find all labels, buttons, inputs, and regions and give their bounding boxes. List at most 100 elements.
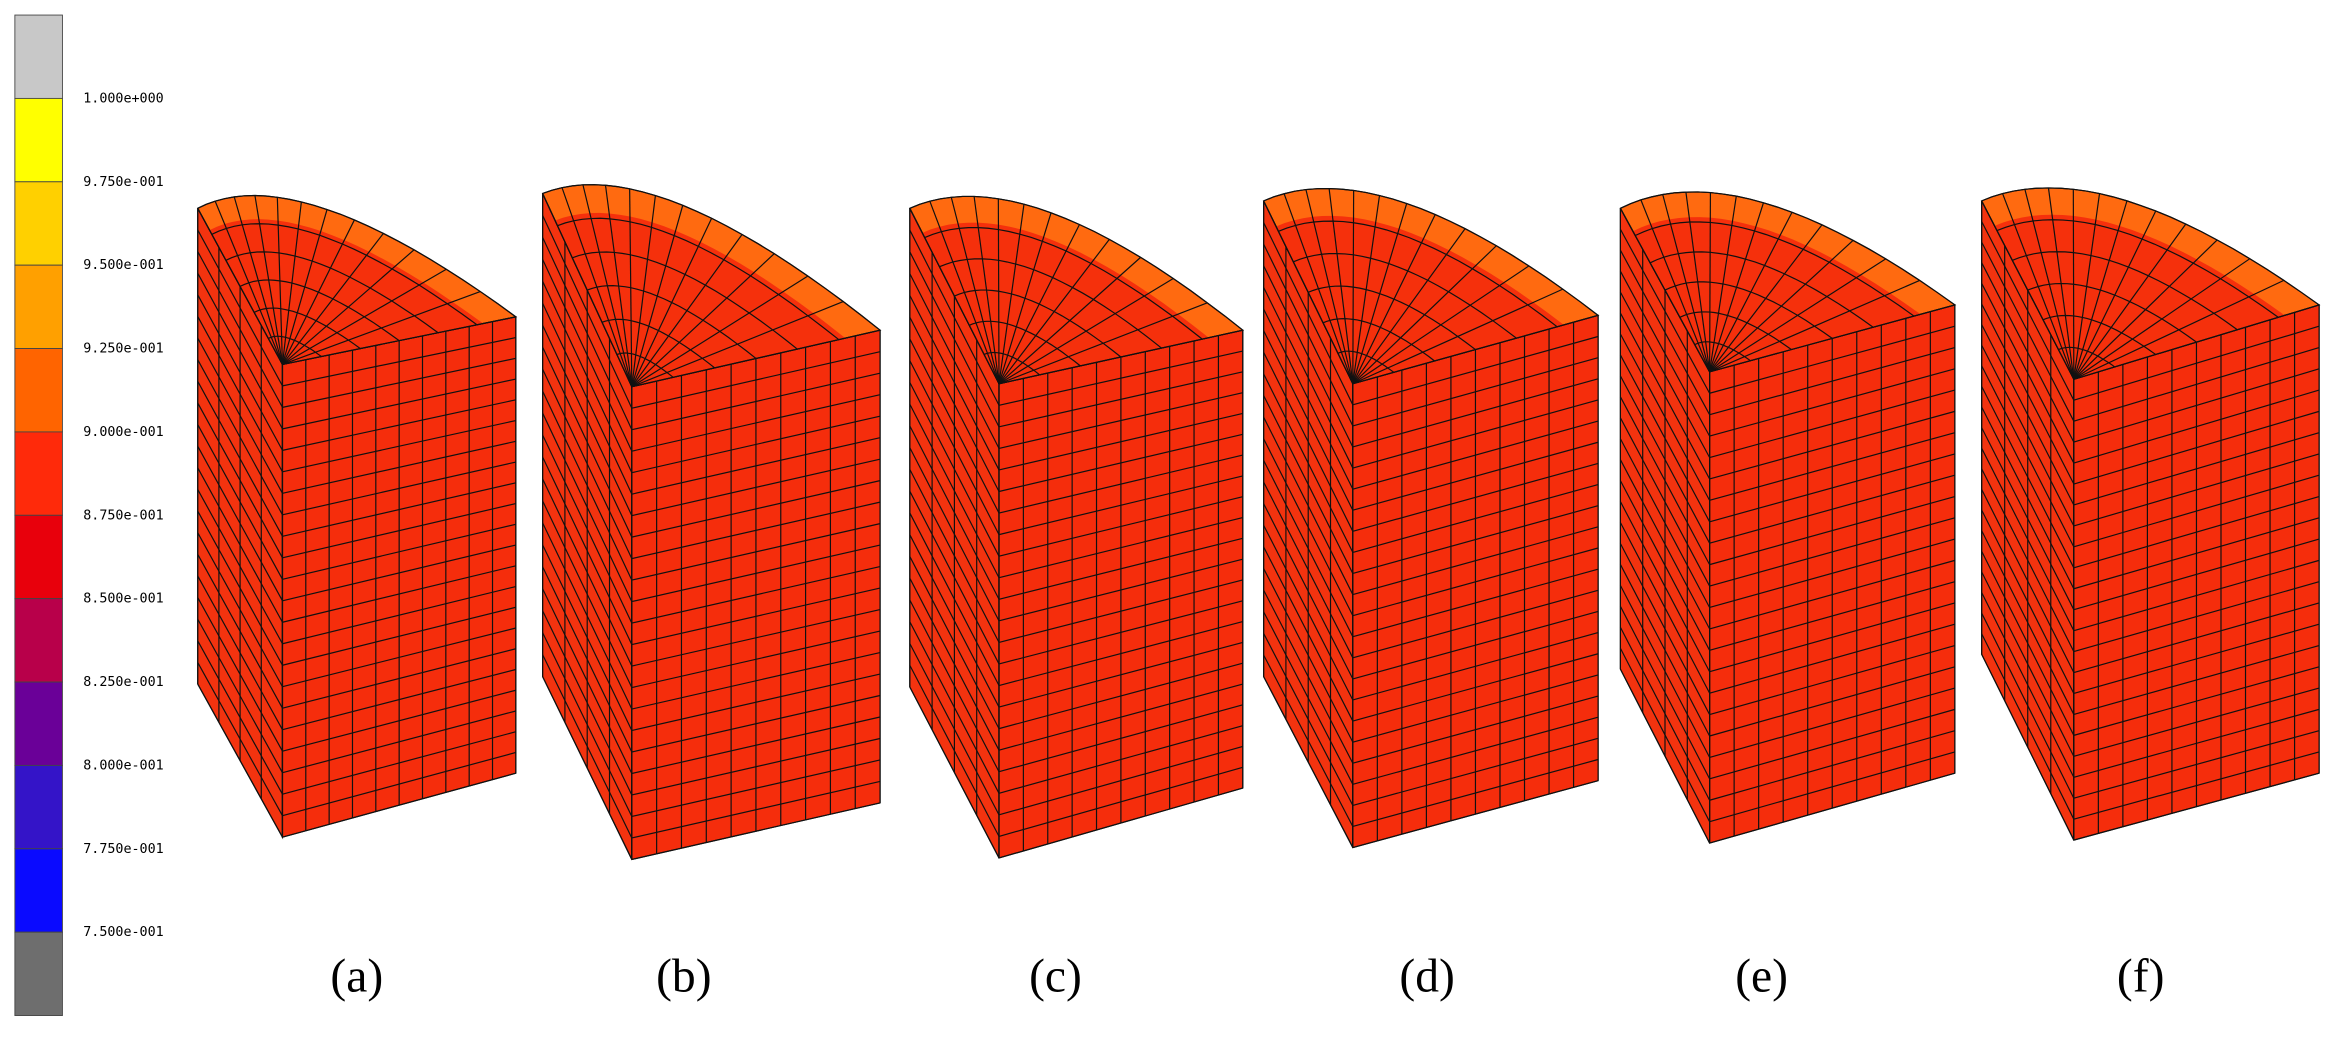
- mesh-line: [631, 372, 881, 431]
- colorbar-label: 7.500e-001: [83, 925, 163, 940]
- mesh-line: [631, 716, 881, 775]
- mesh-line: [1352, 632, 1599, 701]
- mesh-line: [542, 237, 633, 430]
- mesh-line: [197, 402, 283, 559]
- mesh-line: [601, 318, 715, 369]
- colorbar-label: 8.750e-001: [83, 508, 163, 523]
- mesh-line: [1619, 606, 1711, 780]
- colorbar: 1.000e+000 9.750e-001 9.500e-001 9.250e-001…: [14, 14, 164, 1016]
- mesh-line: [1981, 468, 2075, 652]
- mesh-line: [2073, 517, 2320, 590]
- mesh-line: [197, 194, 517, 318]
- mesh-line: [924, 227, 1203, 340]
- mesh-line: [1709, 495, 1956, 566]
- mesh-line: [1352, 505, 1599, 575]
- mesh-line: [631, 544, 881, 603]
- mesh-panel: [908, 195, 1245, 859]
- mesh-line: [1263, 373, 1354, 553]
- mesh-line: [542, 566, 633, 753]
- mesh-line: [1981, 530, 2075, 715]
- mesh-line: [2073, 495, 2320, 569]
- mesh-line: [282, 440, 516, 494]
- mesh-line: [998, 475, 1243, 536]
- mesh-line: [542, 368, 633, 559]
- mesh-line: [1709, 644, 1956, 716]
- mesh-line: [2073, 389, 2320, 464]
- mesh-line: [542, 544, 633, 731]
- mesh-line: [1293, 253, 1517, 339]
- mesh-line: [1352, 610, 1599, 680]
- colorbar-label: 9.000e-001: [83, 425, 163, 440]
- mesh-panel: [1980, 187, 2321, 841]
- mesh-line: [1709, 708, 1956, 780]
- mesh-line: [542, 390, 633, 581]
- mesh-line: [909, 512, 1000, 686]
- mesh-line: [282, 731, 517, 795]
- mesh-line: [909, 577, 1000, 751]
- colorbar-label: 7.750e-001: [83, 842, 163, 857]
- mesh-line: [282, 565, 516, 623]
- mesh-line: [1981, 365, 2075, 548]
- mesh-line: [2073, 623, 2320, 695]
- mesh-line: [197, 251, 283, 408]
- mesh-line: [2027, 282, 2197, 343]
- mesh-line: [1709, 666, 1956, 737]
- mesh-line: [542, 215, 633, 409]
- mesh-line: [197, 445, 283, 602]
- mesh-line: [909, 195, 1244, 331]
- mesh-line: [998, 725, 1243, 794]
- mesh-line: [1709, 559, 1956, 630]
- mesh-line: [282, 399, 516, 451]
- mesh-panel: [1619, 191, 1957, 844]
- mesh-line: [998, 766, 1243, 837]
- mesh-line: [998, 558, 1243, 622]
- mesh-line: [542, 259, 633, 452]
- mesh-line: [631, 437, 881, 495]
- mesh-line: [1352, 483, 1599, 553]
- mesh-line: [542, 281, 633, 473]
- mesh-line: [909, 403, 1000, 579]
- mesh-line: [909, 686, 1000, 859]
- panel-label: (a): [330, 951, 383, 1003]
- mesh-line: [1263, 287, 1354, 469]
- mesh-line: [1981, 654, 2075, 841]
- mesh-line: [282, 627, 516, 688]
- mesh-line: [542, 456, 633, 645]
- mesh-line: [557, 217, 840, 341]
- colorbar-label: 9.750e-001: [83, 175, 163, 190]
- colorbar-label: 8.500e-001: [83, 592, 163, 607]
- mesh-line: [1981, 612, 2075, 799]
- mesh-line: [1709, 325, 1956, 394]
- mesh-line: [1278, 220, 1558, 328]
- mesh-line: [616, 352, 674, 378]
- mesh-line: [631, 458, 881, 517]
- mesh-line: [631, 480, 881, 538]
- mesh-line: [1619, 396, 1711, 565]
- mesh-line: [1709, 368, 1956, 437]
- mesh-line: [211, 223, 478, 326]
- mesh-line: [197, 618, 283, 773]
- mesh-line: [998, 371, 1243, 428]
- mesh-line: [998, 350, 1243, 406]
- mesh-line: [1352, 780, 1599, 849]
- mesh-line: [1981, 324, 2075, 506]
- colorbar-segment: [14, 681, 63, 766]
- mesh-line: [197, 381, 283, 537]
- colorbar-segment: [14, 514, 63, 600]
- mesh-line: [282, 461, 516, 516]
- mesh-line: [2073, 368, 2320, 443]
- mesh-line: [1263, 676, 1354, 848]
- mesh-line: [542, 500, 633, 688]
- mesh-line: [939, 258, 1162, 349]
- mesh-line: [1352, 653, 1599, 722]
- mesh-line: [2073, 410, 2320, 485]
- mesh-line: [631, 780, 881, 839]
- mesh-line: [2012, 251, 2238, 331]
- mesh-line: [197, 662, 283, 816]
- mesh-line: [998, 662, 1243, 730]
- mesh-line: [1352, 399, 1599, 469]
- mesh-line: [282, 668, 517, 731]
- mesh-line: [2073, 644, 2320, 716]
- mesh-line: [1263, 524, 1354, 701]
- mesh-line: [1619, 270, 1711, 437]
